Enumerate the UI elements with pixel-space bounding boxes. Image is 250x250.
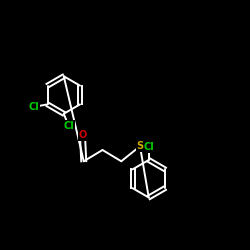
Text: Cl: Cl xyxy=(144,142,154,152)
Text: Cl: Cl xyxy=(28,102,39,112)
Text: Cl: Cl xyxy=(64,121,74,131)
Text: S: S xyxy=(136,141,143,151)
Text: O: O xyxy=(78,130,87,140)
